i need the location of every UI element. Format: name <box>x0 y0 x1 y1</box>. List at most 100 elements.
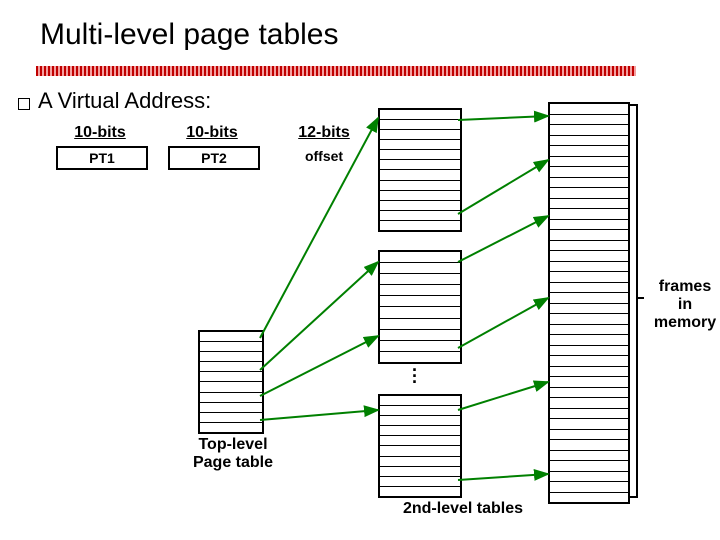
table-row <box>380 341 460 352</box>
table-row <box>380 457 460 467</box>
table-row <box>380 396 460 406</box>
table-row <box>550 178 628 189</box>
table-row <box>380 467 460 477</box>
table-row <box>380 285 460 296</box>
arrow <box>458 216 548 262</box>
field-label-0: 10-bits <box>58 124 142 142</box>
divider-hatched <box>36 66 636 76</box>
table-row <box>200 362 262 372</box>
subtitle: A Virtual Address: <box>38 88 211 114</box>
table-row <box>550 293 628 304</box>
table-row <box>550 188 628 199</box>
table-row <box>380 274 460 285</box>
table-row <box>550 230 628 241</box>
bracket-top-stub <box>630 104 636 106</box>
top-level-page-table <box>198 330 264 434</box>
table-row <box>550 335 628 346</box>
table-row <box>550 493 628 503</box>
arrow <box>260 262 378 370</box>
table-row <box>380 170 460 180</box>
caption-frames: framesinmemory <box>650 278 720 332</box>
table-row <box>200 382 262 392</box>
table-row <box>380 110 460 120</box>
table-row <box>380 252 460 263</box>
table-row <box>550 472 628 483</box>
table-row <box>550 440 628 451</box>
table-row <box>550 262 628 273</box>
vertical-ellipsis-icon: ... <box>412 362 417 380</box>
second-level-table-2 <box>378 394 462 498</box>
table-row <box>380 191 460 201</box>
table-row <box>200 423 262 432</box>
arrow <box>458 474 548 480</box>
table-row <box>200 393 262 403</box>
table-row <box>550 104 628 115</box>
table-row <box>380 140 460 150</box>
table-row <box>380 263 460 274</box>
table-row <box>550 346 628 357</box>
table-row <box>380 436 460 446</box>
bullet-square-icon <box>18 98 30 110</box>
field-box-pt2: PT2 <box>168 146 260 170</box>
table-row <box>380 487 460 496</box>
arrow <box>458 382 548 410</box>
table-row <box>550 251 628 262</box>
field-box-pt1: PT1 <box>56 146 148 170</box>
table-row <box>550 199 628 210</box>
table-row <box>550 272 628 283</box>
field-label-2: 12-bits <box>282 124 366 142</box>
table-row <box>550 157 628 168</box>
table-row <box>550 398 628 409</box>
table-row <box>200 372 262 382</box>
table-row <box>380 446 460 456</box>
table-row <box>380 296 460 307</box>
arrow <box>458 116 548 120</box>
table-row <box>550 241 628 252</box>
bracket-vertical <box>636 104 638 498</box>
second-level-table-1 <box>378 250 462 364</box>
table-row <box>550 356 628 367</box>
caption-top-level: Top-levelPage table <box>178 436 288 472</box>
table-row <box>380 426 460 436</box>
table-row <box>550 167 628 178</box>
bracket-mid-stub <box>636 297 644 299</box>
table-row <box>550 146 628 157</box>
table-row <box>550 304 628 315</box>
table-row <box>550 451 628 462</box>
table-row <box>550 220 628 231</box>
table-row <box>550 377 628 388</box>
table-row <box>550 367 628 378</box>
arrow <box>458 160 548 214</box>
table-row <box>200 352 262 362</box>
table-row <box>550 325 628 336</box>
table-row <box>550 115 628 126</box>
table-row <box>200 342 262 352</box>
table-row <box>380 130 460 140</box>
table-row <box>550 136 628 147</box>
table-row <box>550 283 628 294</box>
table-row <box>550 461 628 472</box>
table-row <box>200 332 262 342</box>
table-row <box>550 419 628 430</box>
table-row <box>380 307 460 318</box>
slide-title: Multi-level page tables <box>40 18 339 52</box>
table-row <box>380 319 460 330</box>
memory-frames-table <box>548 102 630 504</box>
table-row <box>380 211 460 221</box>
table-row <box>380 201 460 211</box>
table-row <box>200 413 262 423</box>
table-row <box>550 430 628 441</box>
arrow <box>260 336 378 396</box>
table-row <box>380 330 460 341</box>
table-row <box>550 482 628 493</box>
table-row <box>550 388 628 399</box>
bracket-bottom-stub <box>630 496 636 498</box>
field-box-offset: offset <box>282 146 366 166</box>
table-row <box>550 125 628 136</box>
table-row <box>380 477 460 487</box>
table-row <box>200 403 262 413</box>
table-row <box>380 120 460 130</box>
table-row <box>380 221 460 230</box>
field-label-1: 10-bits <box>170 124 254 142</box>
table-row <box>550 314 628 325</box>
